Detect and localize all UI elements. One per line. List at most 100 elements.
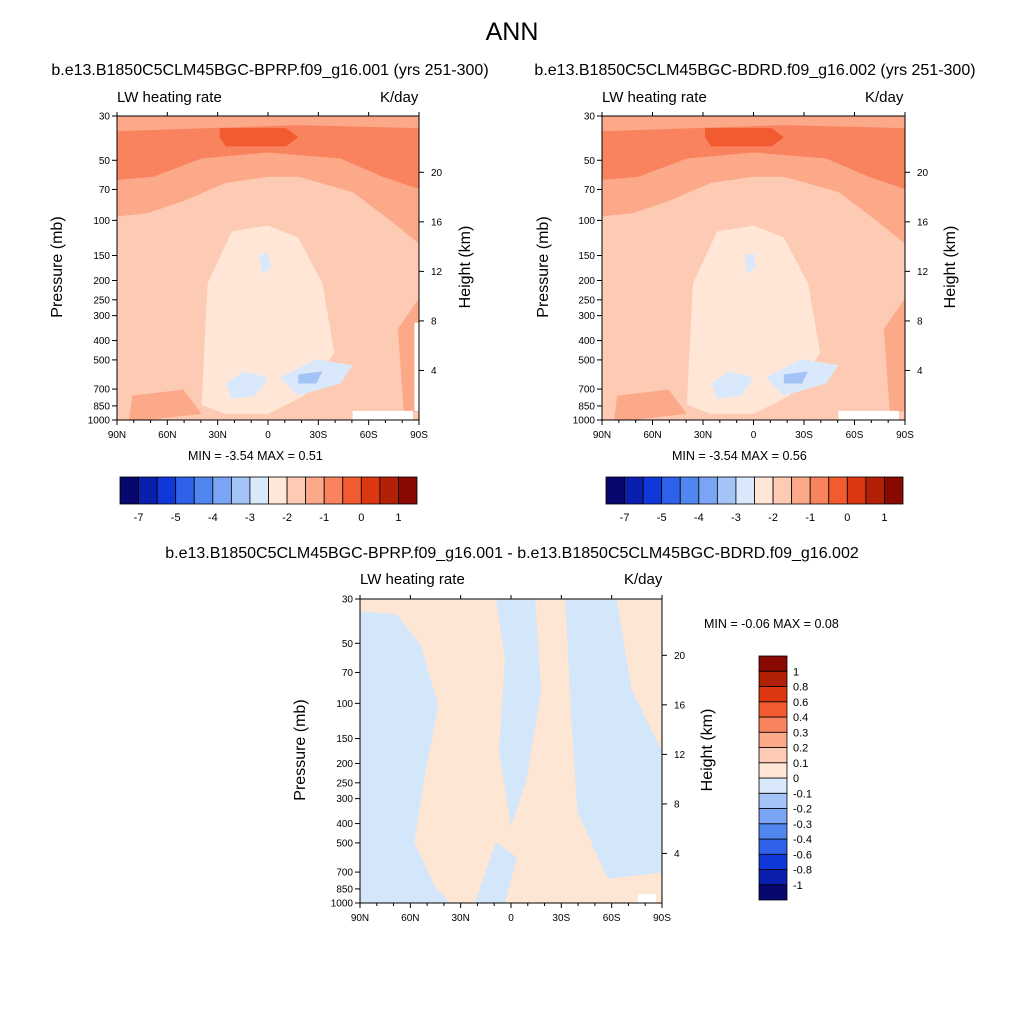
field-red-core: [705, 128, 784, 147]
y-tick-label: 500: [93, 355, 110, 366]
colorbar-box: [758, 853, 788, 870]
colorbar-box: [624, 476, 644, 505]
x-tick-label: 90N: [593, 430, 611, 441]
colorbar-label: -1: [319, 512, 329, 524]
x-tick-label: 0: [265, 430, 271, 441]
colorbar-box: [846, 476, 867, 505]
colorbar-label: -1: [793, 880, 803, 892]
colorbar-box: [865, 476, 885, 505]
y-right-tick-label: 16: [431, 217, 443, 228]
y-tick-label: 200: [578, 276, 595, 287]
y-tick-label: 150: [578, 251, 595, 262]
colorbar-box: [716, 476, 737, 505]
colorbar-box: [698, 476, 718, 505]
y-tick-label: 70: [99, 185, 111, 196]
colorbar-label: -1: [805, 512, 815, 524]
panel1-ylabel: Pressure (mb): [49, 216, 66, 318]
colorbar-box: [249, 476, 269, 505]
field-blue-patch-4: [783, 371, 809, 384]
field-surface-orange: [129, 389, 202, 420]
colorbar-label: 1: [395, 512, 401, 524]
panel3-ylabel-right: Height (km): [699, 708, 716, 792]
diff-blue-west: [360, 611, 451, 903]
y-tick-label: 200: [336, 759, 353, 770]
y-right-tick-label: 8: [674, 799, 680, 810]
x-tick-label: 90N: [108, 430, 126, 441]
y-tick-label: 70: [342, 668, 354, 679]
colorbar-box: [758, 808, 788, 825]
y-tick-label: 300: [336, 794, 353, 805]
colorbar-label: 0.8: [793, 682, 808, 694]
x-tick-label: 30N: [451, 913, 469, 924]
y-right-tick-label: 20: [431, 168, 443, 179]
panel2-units-label: K/day: [865, 89, 904, 106]
field-upper-band: [602, 116, 905, 244]
x-tick-label: 60N: [158, 430, 176, 441]
panel2-axes: 90N 60N 30N 0 30S 60S 90S 30 50 70 100 150 200 250 300…: [573, 112, 929, 442]
colorbar-box: [679, 476, 700, 505]
y-right-tick-label: 4: [674, 849, 680, 860]
y-right-tick-label: 12: [431, 267, 443, 278]
field-cream-core: [201, 225, 335, 414]
y-tick-label: 850: [93, 401, 110, 412]
y-right-tick-label: 8: [431, 316, 437, 327]
colorbar-box: [661, 476, 681, 505]
colorbar-box: [758, 655, 788, 672]
colorbar-box: [791, 476, 811, 505]
colorbar-box: [758, 777, 788, 794]
colorbar-label: -0.6: [793, 849, 812, 861]
field-south-orange: [397, 298, 419, 414]
y-tick-label: 50: [584, 156, 596, 167]
colorbar-box: [379, 476, 399, 505]
y-tick-label: 1000: [88, 416, 111, 427]
colorbar-label: -0.8: [793, 865, 812, 877]
panel1-colorbar: -7 -5 -4 -3 -2 -1 0 1: [119, 476, 418, 524]
colorbar-box: [758, 731, 788, 748]
y-tick-label: 100: [578, 216, 595, 227]
colorbar-box: [758, 838, 788, 855]
colorbar-box: [828, 476, 848, 505]
y-tick-label: 70: [584, 185, 596, 196]
colorbar-box: [809, 476, 830, 505]
y-tick-label: 250: [93, 295, 110, 306]
colorbar-box: [305, 476, 325, 505]
y-tick-label: 100: [336, 699, 353, 710]
field-blue-patch-2: [765, 359, 839, 396]
field-blue-patch-2: [280, 359, 353, 396]
panel2-variable-label: LW heating rate: [602, 89, 707, 106]
colorbar-label: 0: [844, 512, 850, 524]
field-upper-band: [117, 116, 419, 244]
y-tick-label: 1000: [331, 899, 354, 910]
x-tick-label: 60S: [846, 430, 864, 441]
field-cream-core: [686, 225, 821, 414]
colorbar-box: [138, 476, 158, 505]
field-blue-patch-3: [744, 252, 757, 275]
y-right-tick-label: 4: [431, 366, 437, 377]
colorbar-box: [758, 686, 788, 703]
colorbar-box: [758, 747, 788, 764]
y-tick-label: 500: [336, 838, 353, 849]
y-tick-label: 500: [578, 355, 595, 366]
colorbar-label: 0.6: [793, 697, 808, 709]
figure-title: ANN: [485, 18, 539, 46]
field-blue-patch-1: [711, 371, 754, 399]
field-missing-edge: [414, 322, 419, 411]
colorbar-box: [119, 476, 139, 505]
panel2-ylabel: Pressure (mb): [535, 216, 552, 318]
y-tick-label: 1000: [573, 416, 596, 427]
colorbar-box: [642, 476, 663, 505]
x-tick-label: 60N: [401, 913, 419, 924]
y-right-tick-label: 16: [917, 217, 929, 228]
x-tick-label: 30N: [208, 430, 226, 441]
colorbar-box: [605, 476, 625, 505]
colorbar-box: [884, 476, 904, 505]
x-tick-label: 60S: [360, 430, 378, 441]
x-tick-label: 60S: [603, 913, 621, 924]
field-blue-patch-4: [298, 371, 323, 384]
x-tick-label: 0: [751, 430, 757, 441]
x-tick-label: 30S: [552, 913, 570, 924]
y-tick-label: 150: [336, 734, 353, 745]
colorbar-label: -0.1: [793, 788, 812, 800]
colorbar-label: -0.4: [793, 834, 812, 846]
panel2-ylabel-right: Height (km): [942, 225, 959, 309]
